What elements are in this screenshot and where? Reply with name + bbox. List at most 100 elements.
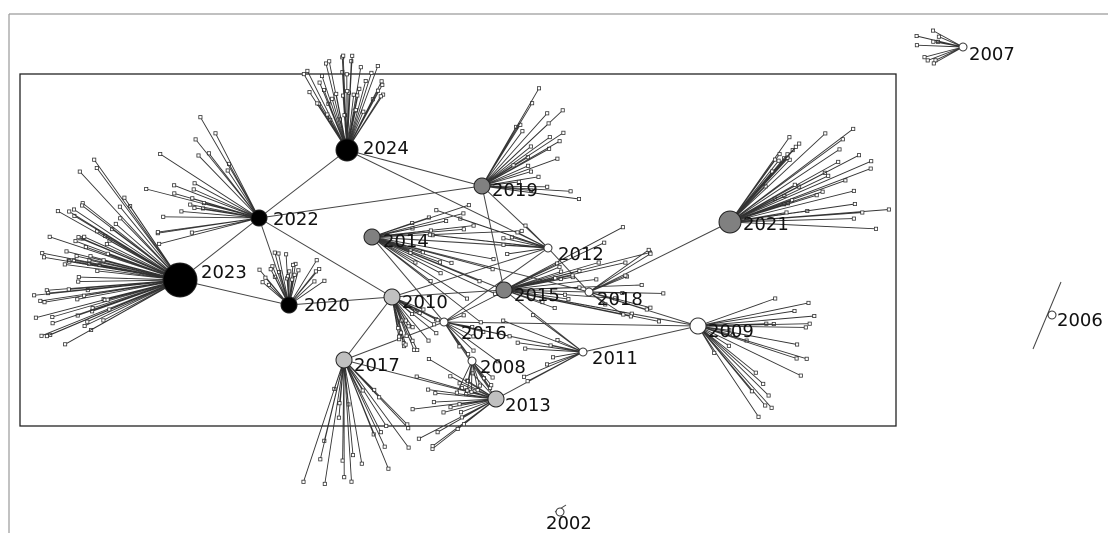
leaf-spokes bbox=[32, 28, 964, 486]
spoke-line bbox=[481, 88, 540, 187]
leaf-node bbox=[386, 466, 391, 471]
spoke-line bbox=[503, 287, 580, 291]
leaf-node bbox=[644, 307, 649, 312]
main-cluster-frame bbox=[19, 73, 897, 427]
leaf-node bbox=[931, 28, 936, 33]
leaf-node bbox=[812, 313, 817, 318]
spoke-line bbox=[924, 46, 964, 58]
leaf-node bbox=[444, 218, 449, 223]
leaf-node bbox=[360, 388, 365, 393]
leaf-node bbox=[396, 326, 401, 331]
spoke-line bbox=[303, 359, 345, 482]
hub-label-2021: 2021 bbox=[743, 214, 789, 235]
leaf-node bbox=[375, 88, 380, 93]
leaf-node bbox=[342, 113, 347, 118]
spoke-line bbox=[325, 63, 348, 151]
leaf-node bbox=[507, 334, 512, 339]
spoke-line bbox=[288, 259, 318, 306]
leaf-node bbox=[553, 276, 558, 281]
leaf-node bbox=[312, 279, 317, 284]
leaf-node bbox=[272, 250, 277, 255]
spoke-line bbox=[503, 242, 605, 291]
spoke-line bbox=[371, 230, 522, 238]
spoke-line bbox=[343, 359, 352, 482]
leaf-node bbox=[577, 268, 582, 273]
hub-link bbox=[371, 236, 445, 323]
spoke-line bbox=[588, 291, 651, 309]
spoke-line bbox=[729, 191, 823, 223]
spoke-line bbox=[371, 236, 493, 270]
leaf-node bbox=[66, 287, 71, 292]
leaf-node bbox=[198, 115, 203, 120]
spoke-line bbox=[428, 389, 497, 400]
leaf-node bbox=[461, 211, 466, 216]
leaf-node bbox=[42, 255, 47, 260]
spoke-line bbox=[343, 359, 354, 456]
spoke-line bbox=[342, 359, 345, 461]
spoke-line bbox=[525, 225, 549, 249]
spoke-line bbox=[532, 314, 584, 353]
hub-link bbox=[346, 149, 483, 187]
leaf-node bbox=[922, 55, 927, 60]
leaf-node bbox=[427, 232, 432, 237]
leaf-node bbox=[461, 422, 466, 427]
leaf-node bbox=[345, 89, 350, 94]
leaf-node bbox=[336, 415, 341, 420]
spoke-line bbox=[306, 70, 348, 151]
spoke-line bbox=[371, 204, 470, 238]
leaf-node bbox=[491, 257, 496, 262]
leaf-node bbox=[466, 203, 471, 208]
leaf-node bbox=[327, 59, 332, 64]
leaf-node bbox=[545, 111, 550, 116]
spoke-line bbox=[481, 112, 548, 187]
leaf-node bbox=[776, 158, 781, 163]
leaf-node bbox=[307, 90, 312, 95]
leaf-node bbox=[318, 457, 323, 462]
leaf-node bbox=[268, 267, 273, 272]
hub-label-2009: 2009 bbox=[708, 321, 754, 342]
spoke-line bbox=[481, 176, 539, 187]
hub-label-2020: 2020 bbox=[304, 295, 350, 316]
leaf-node bbox=[404, 333, 409, 338]
leaf-node bbox=[363, 79, 368, 84]
leaf-node bbox=[396, 334, 401, 339]
spoke-line bbox=[697, 325, 764, 385]
leaf-node bbox=[192, 205, 197, 210]
leaf-node bbox=[349, 59, 354, 64]
leaf-node bbox=[798, 373, 803, 378]
hub-link bbox=[588, 221, 731, 293]
leaf-node bbox=[435, 430, 440, 435]
spoke-line bbox=[195, 139, 260, 219]
leaf-node bbox=[851, 126, 856, 131]
hub-link bbox=[343, 296, 393, 361]
leaf-node bbox=[403, 318, 408, 323]
hub-node-2006 bbox=[1047, 310, 1057, 320]
leaf-node bbox=[317, 80, 322, 85]
spoke-line bbox=[697, 325, 807, 360]
hub-link bbox=[391, 289, 505, 298]
leaf-node bbox=[516, 179, 521, 184]
hub-link bbox=[179, 279, 290, 306]
hub-label-2024: 2024 bbox=[363, 138, 409, 159]
spoke-line bbox=[346, 55, 353, 151]
leaf-node bbox=[378, 430, 383, 435]
leaf-node bbox=[118, 216, 123, 221]
leaf-node bbox=[519, 228, 524, 233]
leaf-node bbox=[551, 355, 556, 360]
spoke-line bbox=[321, 75, 348, 151]
spoke-line bbox=[517, 231, 549, 249]
leaf-node bbox=[196, 153, 201, 158]
leaf-node bbox=[341, 53, 346, 58]
spoke-line bbox=[697, 325, 757, 374]
leaf-node bbox=[76, 275, 81, 280]
hub-link bbox=[258, 217, 393, 298]
leaf-node bbox=[72, 207, 77, 212]
leaf-node bbox=[426, 387, 431, 392]
leaf-node bbox=[172, 183, 177, 188]
hub-node-2010 bbox=[383, 288, 401, 306]
leaf-node bbox=[470, 371, 475, 376]
leaf-node bbox=[92, 157, 97, 162]
spoke-line bbox=[503, 278, 597, 291]
leaf-node bbox=[820, 189, 825, 194]
leaf-node bbox=[337, 401, 342, 406]
